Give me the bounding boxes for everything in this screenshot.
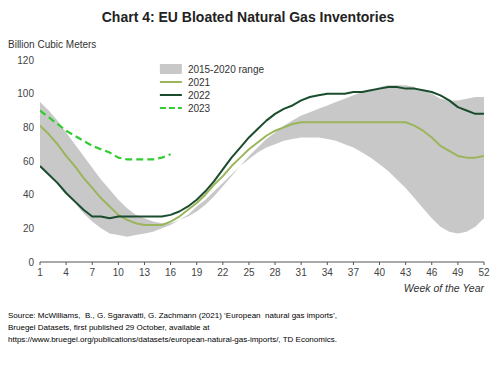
x-tick	[275, 262, 276, 265]
y-tick-label: 80	[23, 122, 35, 133]
y-tick-label: 120	[17, 55, 34, 66]
x-tick-label: 31	[296, 267, 308, 278]
plot-area	[40, 85, 484, 237]
y-tick-label: 20	[23, 223, 35, 234]
legend-label: 2022	[188, 90, 211, 101]
x-tick-label: 37	[348, 267, 360, 278]
chart: Chart 4: EU Bloated Natural Gas Inventor…	[0, 0, 496, 370]
x-tick-label: 4	[63, 267, 69, 278]
y-tick-label: 60	[23, 156, 35, 167]
title: Chart 4: EU Bloated Natural Gas Inventor…	[102, 9, 395, 25]
legend-swatch	[160, 64, 182, 74]
x-tick-label: 28	[269, 267, 281, 278]
x-tick	[327, 262, 328, 265]
x-tick	[405, 262, 406, 265]
legend-swatch	[160, 81, 182, 83]
x-axis-label: Week of the Year	[404, 282, 485, 294]
range-area	[40, 85, 484, 237]
x-tick-label: 13	[139, 267, 151, 278]
y-tick-label: 0	[28, 257, 34, 268]
x-tick	[431, 262, 432, 265]
x-tick	[196, 262, 197, 265]
legend-label: 2015-2020 range	[188, 64, 265, 75]
x-tick-label: 25	[243, 267, 255, 278]
legend-swatch	[160, 107, 182, 109]
x-tick	[457, 262, 458, 265]
series-line	[40, 111, 171, 160]
x-tick	[379, 262, 380, 265]
legend-label: 2021	[188, 77, 211, 88]
x-axis-line	[40, 262, 484, 263]
x-tick-label: 43	[400, 267, 412, 278]
source-note: Source: McWilliams, B., G. Sgaravatti, G…	[8, 311, 337, 344]
x-tick-label: 1	[37, 267, 43, 278]
x-tick	[92, 262, 93, 265]
y-tick-label: 40	[23, 189, 35, 200]
y-tick-label: 100	[17, 88, 34, 99]
x-tick-label: 49	[452, 267, 464, 278]
x-tick-label: 22	[217, 267, 229, 278]
x-tick-label: 34	[322, 267, 334, 278]
x-tick	[301, 262, 302, 265]
x-tick-label: 10	[113, 267, 125, 278]
x-tick	[40, 262, 41, 265]
legend-label: 2023	[188, 103, 211, 114]
x-tick-label: 16	[165, 267, 177, 278]
x-tick	[248, 262, 249, 265]
x-tick-label: 46	[426, 267, 438, 278]
x-tick-label: 40	[374, 267, 386, 278]
x-tick-label: 19	[191, 267, 203, 278]
series-line	[40, 87, 484, 218]
x-tick	[222, 262, 223, 265]
x-tick	[118, 262, 119, 265]
x-tick	[66, 262, 67, 265]
x-tick-label: 7	[89, 267, 95, 278]
x-tick	[170, 262, 171, 265]
x-tick-label: 52	[478, 267, 490, 278]
x-tick	[484, 262, 485, 265]
series-line	[40, 122, 484, 225]
legend: 2015-2020 range 2021 2022 2023	[160, 64, 265, 114]
legend-swatch	[160, 94, 182, 96]
x-tick	[144, 262, 145, 265]
x-tick	[353, 262, 354, 265]
y-axis-label: Billion Cubic Meters	[8, 39, 96, 50]
